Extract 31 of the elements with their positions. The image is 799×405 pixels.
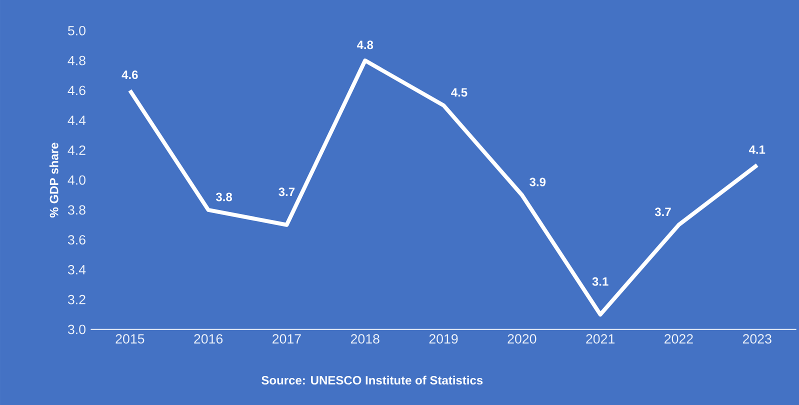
y-axis-title: % GDP share bbox=[49, 142, 58, 218]
data-label: 3.9 bbox=[530, 178, 546, 186]
y-tick-label: 3.8 bbox=[68, 204, 86, 214]
y-tick-label: 3.6 bbox=[68, 234, 86, 244]
x-tick-label: 2020 bbox=[508, 334, 536, 344]
x-tick-label: 2022 bbox=[664, 334, 693, 344]
x-tick-label: 2018 bbox=[350, 334, 380, 344]
source-note: Source: UNESCO Institute of Statistics bbox=[262, 375, 483, 384]
x-tick-label: 2016 bbox=[194, 334, 223, 344]
y-tick-label: 4.8 bbox=[68, 56, 86, 66]
y-tick-label: 4.0 bbox=[68, 175, 86, 185]
data-label: 4.8 bbox=[356, 40, 374, 49]
data-label: 3.7 bbox=[654, 207, 671, 216]
y-tick-label: 3.4 bbox=[68, 264, 86, 274]
y-tick-label: 4.2 bbox=[68, 145, 86, 155]
x-tick-label: 2023 bbox=[742, 334, 772, 344]
x-tick-label: 2017 bbox=[272, 334, 301, 344]
x-tick-label: 2019 bbox=[429, 334, 458, 344]
data-label: 3.1 bbox=[592, 277, 608, 286]
y-tick-label: 5.0 bbox=[68, 26, 86, 36]
data-label: 4.5 bbox=[451, 88, 468, 96]
y-tick-label: 3.2 bbox=[68, 294, 86, 304]
y-tick-label: 4.4 bbox=[68, 115, 86, 125]
x-tick-label: 2021 bbox=[586, 334, 615, 344]
data-label: 4.6 bbox=[122, 70, 138, 79]
data-label: 3.8 bbox=[216, 192, 232, 201]
x-tick-label: 2015 bbox=[116, 334, 144, 344]
y-tick-label: 4.6 bbox=[68, 85, 86, 95]
data-label: 3.7 bbox=[278, 187, 295, 196]
data-label: 4.1 bbox=[748, 145, 766, 154]
y-tick-label: 3.0 bbox=[68, 324, 86, 334]
